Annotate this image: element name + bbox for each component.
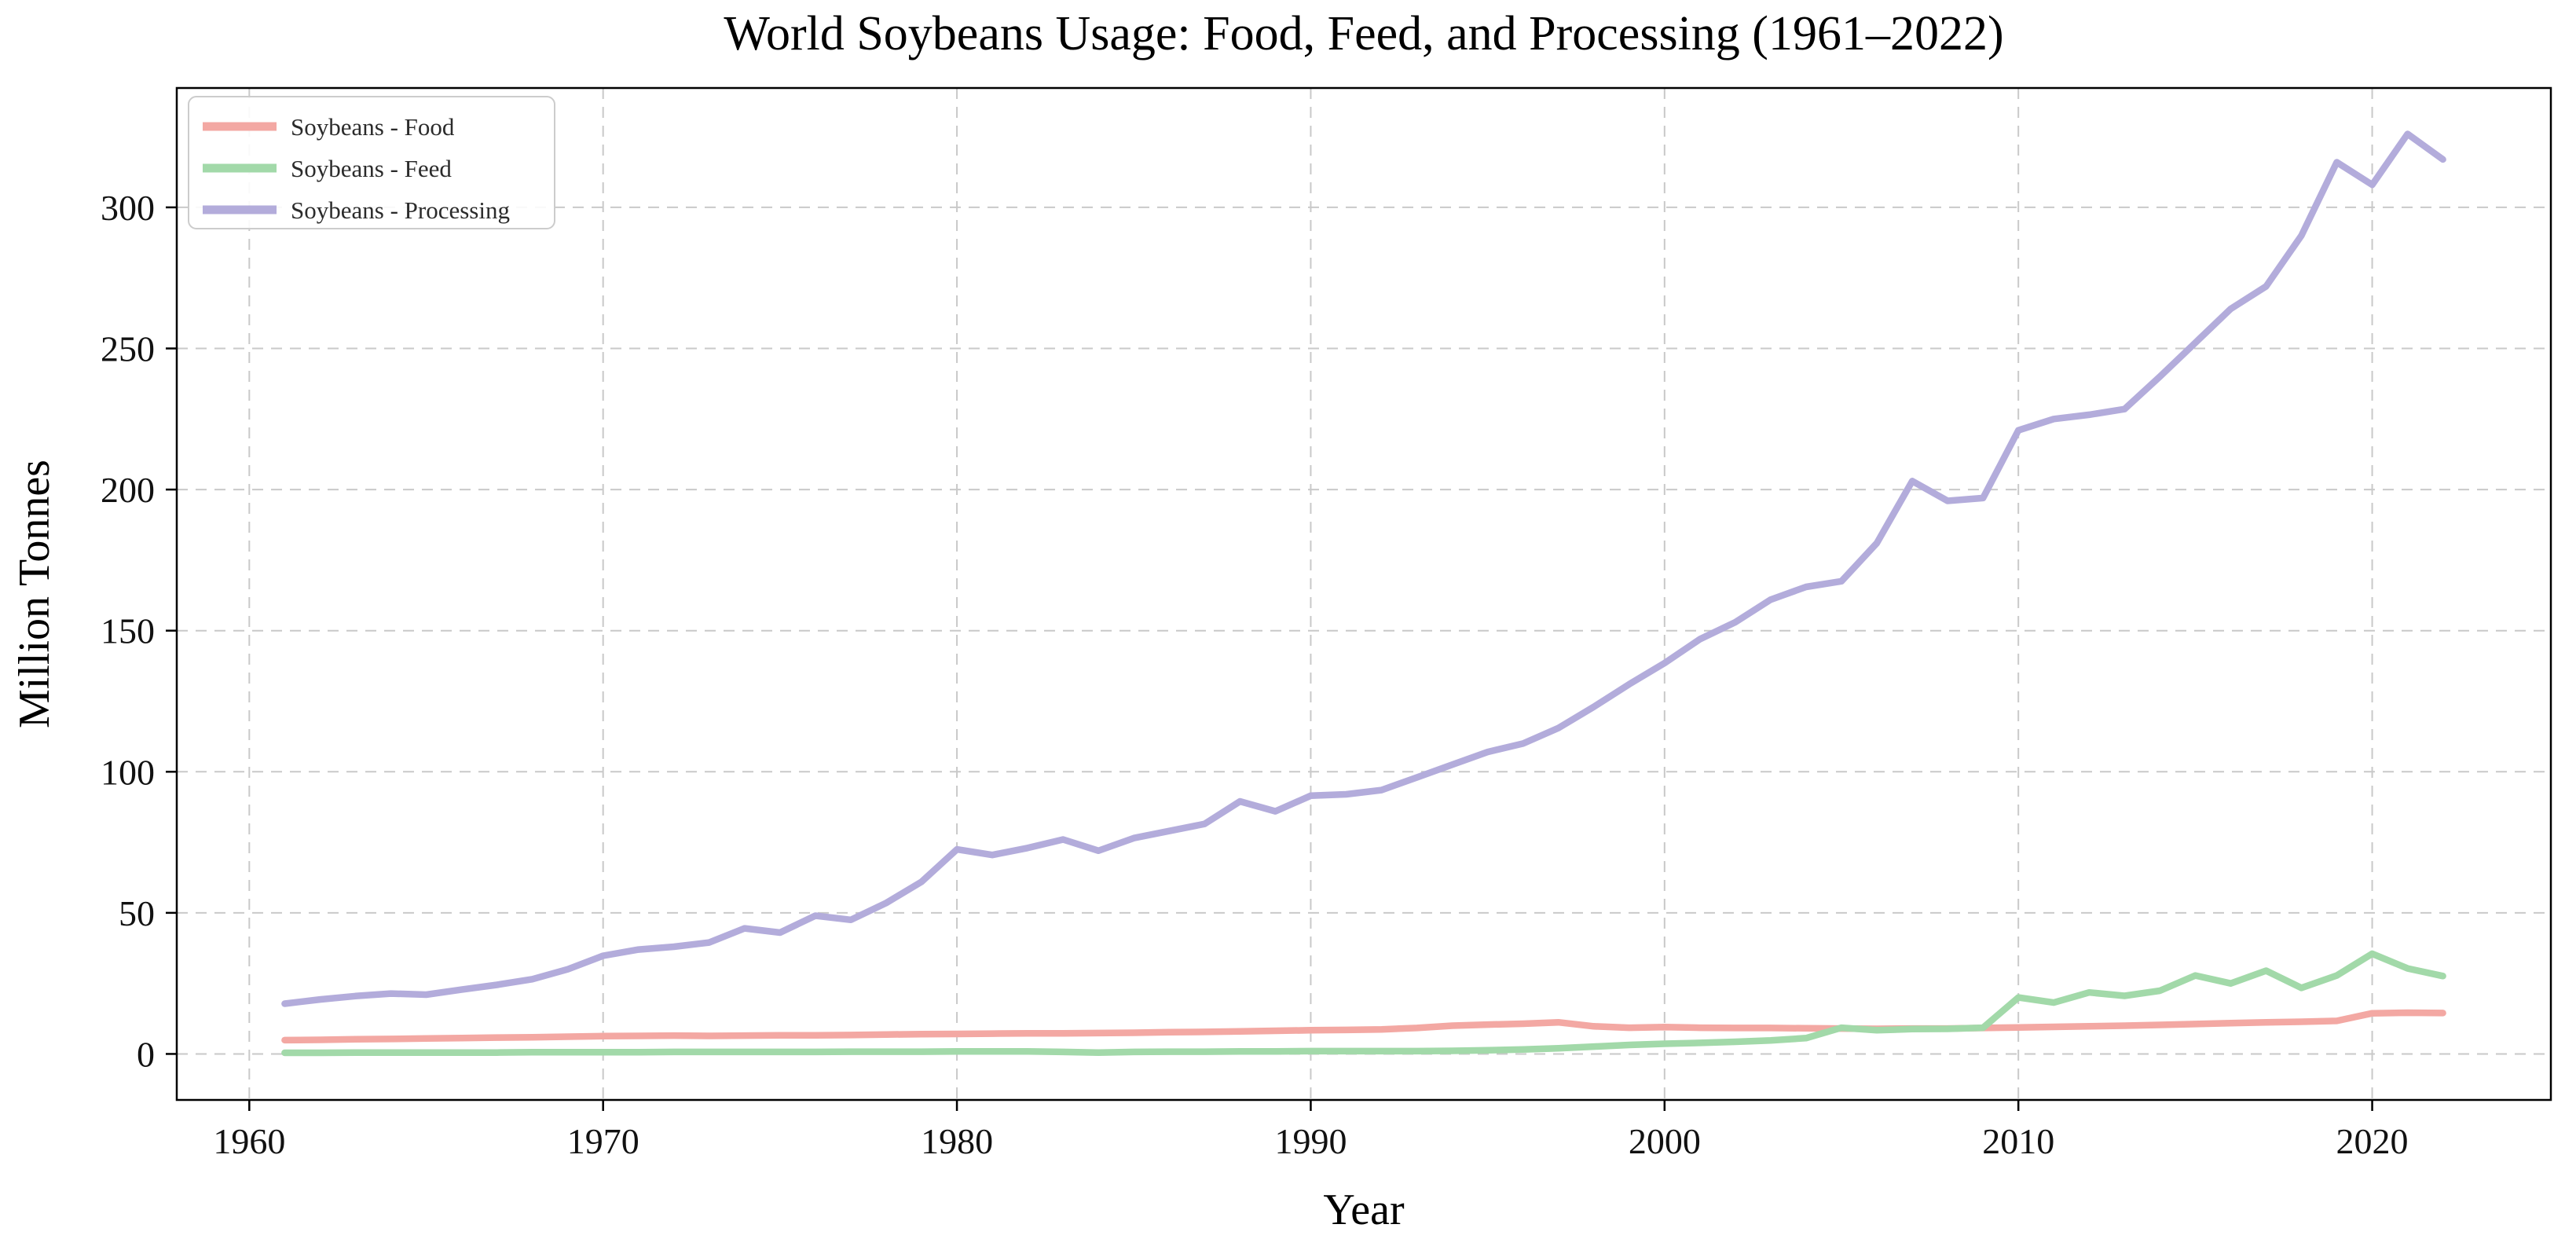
y-tick-label: 0 [137, 1034, 155, 1074]
x-tick-label: 2010 [1982, 1121, 2054, 1161]
series-line-soybeans-processing [281, 130, 2446, 1007]
y-tick-label: 200 [101, 470, 155, 510]
legend-label: Soybeans - Feed [291, 155, 452, 182]
y-tick-label: 100 [101, 752, 155, 792]
series-line-soybeans-feed [281, 950, 2446, 1057]
x-tick-label: 1970 [567, 1121, 639, 1161]
legend-label: Soybeans - Food [291, 113, 455, 141]
y-tick-label: 150 [101, 611, 155, 651]
plot-border [175, 86, 2552, 1102]
y-tick-label: 300 [101, 188, 155, 228]
x-tick-label: 1990 [1274, 1121, 1347, 1161]
legend-label: Soybeans - Processing [291, 196, 510, 224]
x-tick-label: 2000 [1629, 1121, 1701, 1161]
legend-box [188, 96, 555, 229]
x-tick-label: 1980 [921, 1121, 993, 1161]
y-tick-label: 50 [119, 893, 155, 933]
chart-title: World Soybeans Usage: Food, Feed, and Pr… [724, 7, 2004, 60]
y-tick-label: 250 [101, 329, 155, 369]
x-axis-label: Year [1323, 1186, 1405, 1234]
x-tick-label: 1960 [213, 1121, 285, 1161]
series-line-soybeans-food [281, 1009, 2446, 1044]
x-tick-label: 2020 [2336, 1121, 2409, 1161]
